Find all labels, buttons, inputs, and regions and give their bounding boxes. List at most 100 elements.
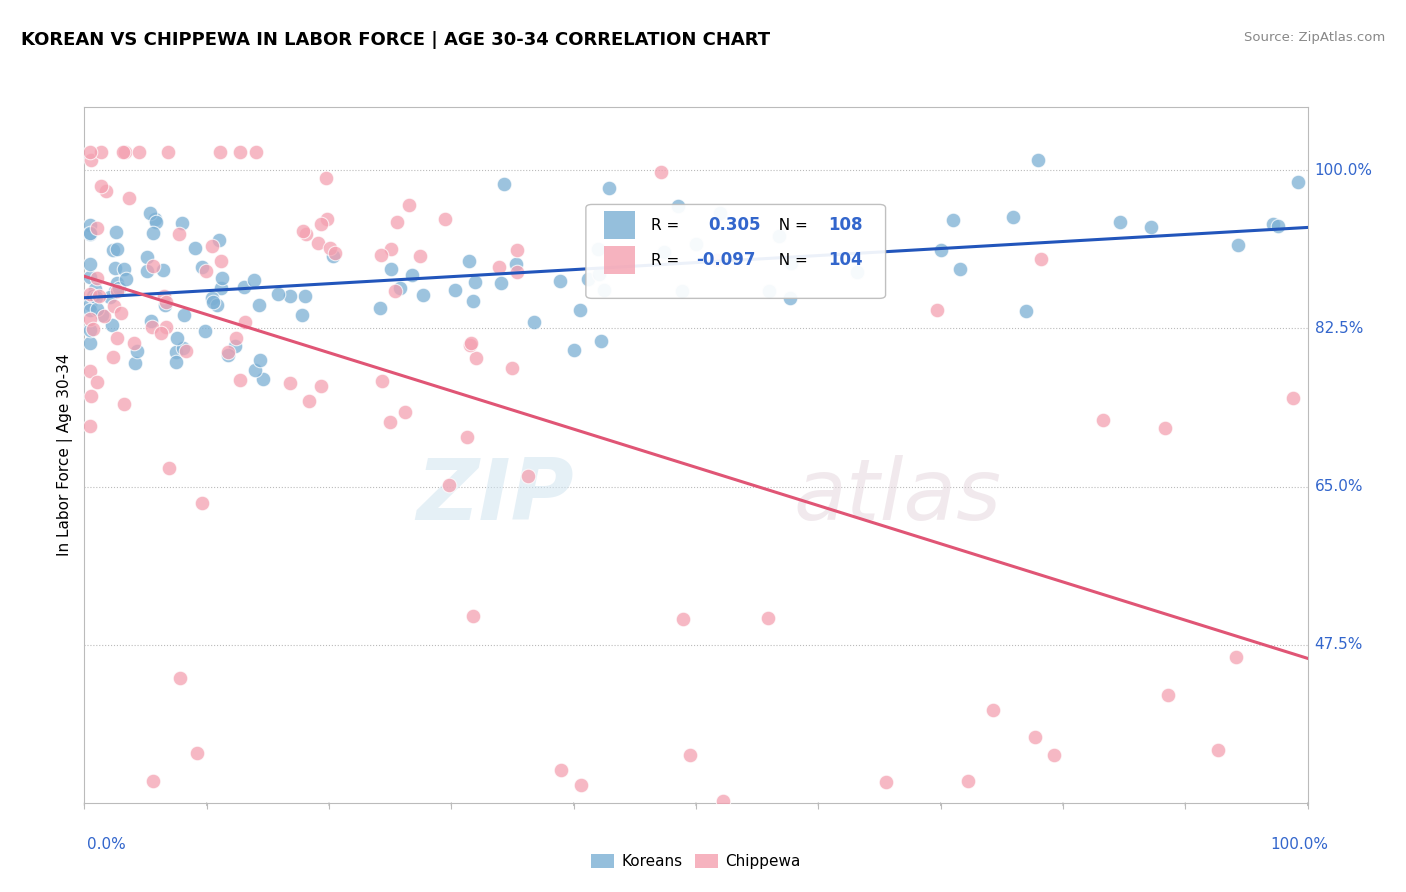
Point (685, 237, 707, 252)
Point (89, 288, 111, 302)
Point (153, 289, 176, 303)
Point (588, 268, 610, 282)
Point (105, 242, 128, 256)
Point (104, 285, 127, 299)
Point (671, 284, 693, 298)
Point (79, 227, 101, 242)
Point (209, 281, 232, 295)
Point (311, 217, 333, 231)
Point (1024, 730, 1046, 744)
Point (79, 145, 101, 160)
Point (378, 415, 401, 429)
Point (173, 308, 195, 322)
Point (229, 372, 252, 386)
Point (956, 773, 979, 788)
Point (108, 281, 131, 295)
Point (122, 336, 145, 351)
Point (652, 245, 675, 260)
Point (79, 286, 101, 301)
Point (225, 331, 247, 345)
Point (86, 221, 108, 235)
Point (79, 418, 101, 433)
Point (135, 250, 157, 264)
Text: R =: R = (651, 218, 683, 233)
Point (464, 275, 486, 289)
Bar (605, 211, 636, 239)
Text: 0.0%: 0.0% (87, 837, 127, 852)
Text: atlas: atlas (794, 455, 1002, 538)
Point (170, 216, 193, 230)
Point (79, 218, 101, 232)
Point (678, 747, 700, 762)
Text: 100.0%: 100.0% (1315, 163, 1372, 178)
Y-axis label: In Labor Force | Age 30-34: In Labor Force | Age 30-34 (58, 353, 73, 557)
Point (191, 496, 214, 510)
Point (201, 294, 224, 309)
Point (142, 260, 165, 274)
Point (385, 215, 408, 229)
Point (1108, 214, 1130, 228)
Point (86, 271, 108, 285)
Point (208, 145, 231, 160)
Point (380, 242, 402, 256)
Point (845, 265, 868, 279)
Point (243, 273, 266, 287)
Point (593, 283, 616, 297)
Point (82, 288, 104, 302)
Point (150, 326, 173, 341)
Point (316, 212, 339, 227)
Point (1140, 220, 1163, 235)
Point (505, 257, 527, 271)
Point (309, 379, 332, 393)
Point (409, 248, 432, 262)
Point (209, 254, 232, 268)
Point (79, 270, 101, 285)
Point (598, 181, 620, 195)
Point (1001, 210, 1024, 224)
Point (169, 671, 191, 685)
Point (457, 254, 479, 268)
Point (550, 764, 572, 778)
Point (589, 334, 612, 348)
Point (184, 241, 207, 255)
Point (267, 287, 290, 301)
Point (931, 243, 953, 257)
Point (489, 276, 512, 290)
Point (1282, 391, 1305, 405)
Point (167, 227, 190, 241)
Point (458, 337, 481, 351)
Point (319, 241, 342, 255)
Point (505, 265, 527, 279)
Point (516, 468, 538, 483)
Point (548, 274, 571, 288)
Text: 104: 104 (828, 252, 863, 269)
Point (174, 344, 197, 359)
Point (1267, 219, 1289, 233)
Point (152, 263, 174, 277)
Point (79, 323, 101, 337)
Text: ZIP: ZIP (416, 455, 574, 538)
Text: KOREAN VS CHIPPEWA IN LABOR FORCE | AGE 30-34 CORRELATION CHART: KOREAN VS CHIPPEWA IN LABOR FORCE | AGE … (21, 31, 770, 49)
Point (465, 351, 488, 365)
Point (229, 145, 252, 160)
Point (139, 206, 162, 220)
Text: 0.305: 0.305 (709, 217, 761, 235)
Point (463, 608, 485, 623)
Point (672, 612, 695, 626)
Point (779, 256, 801, 270)
Text: 82.5%: 82.5% (1315, 321, 1362, 336)
Point (141, 320, 163, 334)
Point (779, 291, 801, 305)
Point (291, 308, 314, 322)
Point (142, 226, 165, 240)
Point (128, 145, 150, 160)
Point (1029, 252, 1052, 266)
Point (207, 233, 229, 247)
Point (494, 177, 516, 191)
Point (758, 284, 780, 298)
Legend: Koreans, Chippewa: Koreans, Chippewa (585, 848, 807, 875)
Point (443, 283, 465, 297)
Point (323, 245, 346, 260)
Point (211, 270, 233, 285)
Text: 100.0%: 100.0% (1271, 837, 1329, 852)
